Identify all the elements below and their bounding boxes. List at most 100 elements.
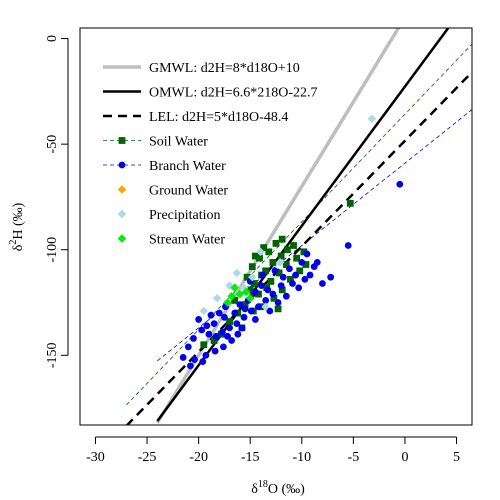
point-soil-water: [278, 235, 286, 243]
legend-label: OMWL: d2H=6.6*218O-22.7: [149, 86, 318, 101]
x-tick-label: -30: [86, 450, 105, 465]
point-branch-water: [301, 275, 309, 283]
point-branch-water: [191, 356, 198, 363]
point-precipitation: [275, 258, 285, 267]
point-branch-water: [282, 292, 290, 300]
point-soil-water: [260, 244, 268, 252]
point-precipitation: [248, 272, 257, 282]
point-branch-water: [266, 307, 274, 315]
point-soil-water: [293, 254, 301, 262]
x-axis: -30 -25 -20 -15 -10 -5 0 5: [86, 436, 460, 465]
point-soil-water: [296, 267, 304, 275]
point-branch-water: [215, 309, 223, 317]
point-branch-water: [396, 180, 404, 188]
point-branch-water: [298, 258, 306, 266]
line-lel: [125, 71, 472, 425]
x-axis-title: δ18O (‰): [251, 479, 305, 497]
legend: GMWL: d2H=8*d18O+10 OMWL: d2H=6.6*218O-22…: [103, 61, 318, 248]
point-branch-water: [251, 316, 259, 323]
point-branch-water: [212, 332, 220, 340]
point-precipitation: [199, 306, 209, 316]
x-tick-label: 0: [401, 450, 408, 465]
series-branch-water: [179, 180, 404, 370]
y-tick-label: -50: [45, 135, 60, 154]
point-branch-water: [319, 280, 326, 287]
point-stream-water: [245, 294, 255, 303]
plot-frame: [79, 27, 473, 426]
data-points: [179, 114, 404, 370]
point-branch-water: [179, 354, 187, 361]
x-tick-label: -20: [189, 450, 208, 465]
series-precipitation: [199, 114, 377, 316]
point-soil-water: [277, 252, 285, 260]
point-branch-water: [186, 362, 194, 370]
point-soil-water: [246, 286, 254, 294]
point-precipitation: [212, 294, 222, 303]
point-branch-water: [286, 265, 293, 273]
point-branch-water: [205, 330, 213, 338]
legend-item-stream-water: Stream Water: [117, 233, 225, 248]
point-stream-water: [230, 283, 239, 292]
point-branch-water: [277, 282, 285, 290]
point-branch-water: [289, 280, 296, 287]
point-soil-water: [200, 341, 208, 349]
point-precipitation: [232, 268, 242, 278]
point-soil-water: [210, 337, 218, 344]
y-tick-label: -150: [45, 342, 60, 368]
legend-label: LEL: d2H=5*d18O-48.4: [149, 110, 288, 125]
y-tick-label: 0: [45, 35, 60, 42]
fit-line-soil-water: [126, 43, 472, 406]
legend-marker: [117, 209, 127, 219]
point-precipitation: [261, 302, 270, 311]
point-soil-water: [248, 263, 256, 271]
point-soil-water: [287, 275, 294, 283]
x-tick-label: -5: [348, 450, 360, 465]
point-branch-water: [236, 301, 244, 309]
point-branch-water: [195, 316, 203, 323]
y-axis: 0 -50 -100 -150: [45, 35, 69, 368]
point-soil-water: [243, 273, 251, 281]
point-soil-water: [272, 239, 280, 247]
point-soil-water: [278, 286, 286, 294]
legend-label: Precipitation: [149, 208, 221, 223]
point-branch-water: [241, 305, 249, 313]
point-branch-water: [258, 282, 265, 290]
legend-marker: [118, 161, 126, 169]
point-soil-water: [269, 258, 277, 266]
legend-item-lel: LEL: d2H=5*d18O-48.4: [103, 110, 288, 125]
point-soil-water: [274, 305, 282, 313]
point-branch-water: [199, 358, 207, 366]
legend-label: GMWL: d2H=8*d18O+10: [149, 61, 300, 76]
point-branch-water: [231, 309, 239, 317]
point-soil-water: [256, 254, 263, 262]
x-tick-label: -25: [138, 450, 157, 465]
point-branch-water: [203, 322, 211, 330]
point-stream-water: [227, 291, 236, 301]
legend-marker: [117, 234, 127, 243]
point-branch-water: [211, 347, 219, 355]
point-branch-water: [247, 307, 255, 315]
point-soil-water: [302, 261, 310, 268]
point-branch-water: [184, 343, 192, 351]
point-soil-water: [251, 252, 259, 260]
legend-item-gmwl: GMWL: d2H=8*d18O+10: [103, 61, 300, 76]
point-soil-water: [262, 267, 270, 275]
point-branch-water: [306, 271, 314, 279]
reference-lines: [125, 28, 472, 425]
legend-item-branch-water: Branch Water: [103, 159, 226, 174]
point-branch-water: [219, 343, 227, 351]
point-branch-water: [262, 297, 270, 304]
legend-marker: [117, 185, 127, 194]
legend-item-soil-water: Soil Water: [103, 135, 208, 150]
point-soil-water: [346, 199, 354, 207]
point-branch-water: [218, 328, 226, 336]
point-branch-water: [210, 320, 218, 328]
series-stream-water: [223, 283, 255, 307]
point-branch-water: [292, 271, 299, 279]
legend-label: Stream Water: [149, 233, 225, 248]
point-branch-water: [198, 326, 206, 334]
line-omwl: [156, 28, 450, 422]
point-soil-water: [255, 290, 262, 298]
